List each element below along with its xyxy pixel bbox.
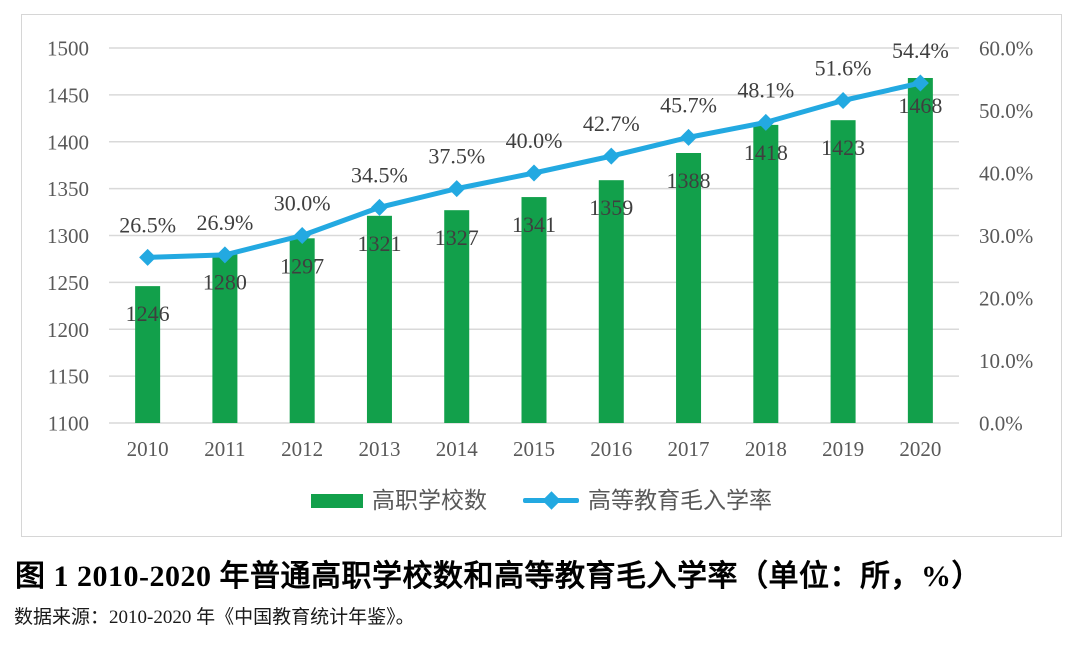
left-axis-tick: 1450 <box>47 83 89 107</box>
left-axis-tick: 1300 <box>47 224 89 248</box>
legend-diamond-marker-icon <box>542 491 561 510</box>
chart-area: 1500 1450 1400 1350 1300 1250 1200 1150 1100 60.0… <box>21 14 1062 537</box>
bar-value-label: 1468 <box>898 93 942 118</box>
bar <box>444 210 470 423</box>
left-axis-tick: 1400 <box>47 130 89 154</box>
line-marker-diamond <box>448 180 466 198</box>
bar <box>830 120 856 423</box>
legend-label-line-series: 高等教育毛入学率 <box>588 488 772 513</box>
x-axis-label: 2011 <box>204 437 245 461</box>
line-marker-diamond <box>525 164 543 182</box>
right-axis-tick: 30.0% <box>979 224 1033 248</box>
bar <box>676 153 702 423</box>
bar-value-label: 1246 <box>126 301 170 326</box>
bar-value-label: 1423 <box>821 135 865 160</box>
x-axis-label: 2020 <box>899 437 941 461</box>
chart-canvas: 1500 1450 1400 1350 1300 1250 1200 1150 1100 60.0… <box>47 37 1033 462</box>
line-value-label: 40.0% <box>506 128 563 153</box>
bar <box>753 124 779 423</box>
line-marker-diamond <box>216 246 234 264</box>
figure-title: 图 1 2010-2020 年普通高职学校数和高等教育毛入学率（单位：所，%） <box>15 560 982 593</box>
bar <box>289 238 315 423</box>
line-marker-diamond <box>834 92 852 109</box>
x-axis-label: 2013 <box>358 437 400 461</box>
bar <box>135 286 161 423</box>
bar-value-label: 1321 <box>357 231 401 256</box>
bar <box>212 254 238 423</box>
x-axis-label: 2014 <box>436 437 479 461</box>
bar-value-label: 1359 <box>589 195 633 220</box>
right-axis-tick: 10.0% <box>979 349 1033 373</box>
bar-series-swatch <box>311 493 363 508</box>
left-axis-tick: 1150 <box>48 365 89 389</box>
figure-source: 数据来源：2010-2020 年《中国教育统计年鉴》。 <box>14 607 415 628</box>
line-value-label: 37.5% <box>428 144 485 169</box>
line-value-label: 42.7% <box>583 111 640 136</box>
x-axis-label: 2015 <box>513 437 555 461</box>
line-value-label: 26.5% <box>119 212 176 237</box>
left-axis-tick: 1350 <box>47 177 89 201</box>
line-value-label: 34.5% <box>351 162 408 187</box>
x-axis-label: 2019 <box>822 437 864 461</box>
bar-value-label: 1388 <box>667 168 711 193</box>
line-value-label: 48.1% <box>737 77 794 102</box>
bar-value-label: 1280 <box>203 269 247 294</box>
right-axis-tick: 0.0% <box>979 412 1023 436</box>
x-axis-label: 2010 <box>127 437 169 461</box>
x-axis-label: 2017 <box>668 437 710 461</box>
line-marker-diamond <box>293 227 311 244</box>
line-value-label: 51.6% <box>815 56 872 81</box>
legend-item-line-series: 高等教育毛入学率 <box>523 489 772 512</box>
line-marker-diamond <box>602 147 620 165</box>
chart-legend: 高职学校数 高等教育毛入学率 <box>22 489 1061 512</box>
right-axis-tick: 60.0% <box>979 37 1033 61</box>
bar-value-label: 1341 <box>512 212 556 237</box>
line-value-label: 30.0% <box>274 191 331 216</box>
bar <box>366 215 392 423</box>
legend-item-bar-series: 高职学校数 <box>311 489 487 512</box>
line-marker-diamond <box>370 198 388 216</box>
line-series-swatch <box>523 491 579 510</box>
x-axis-label: 2018 <box>745 437 787 461</box>
left-axis-tick: 1100 <box>48 412 89 436</box>
bar <box>907 78 933 423</box>
right-axis-tick: 50.0% <box>979 99 1033 123</box>
bar <box>521 197 547 423</box>
line-marker-diamond <box>680 128 698 146</box>
left-axis-tick: 1250 <box>47 271 89 295</box>
bar-value-label: 1327 <box>435 225 479 250</box>
right-axis-tick: 40.0% <box>979 162 1033 186</box>
left-axis-tick: 1200 <box>47 318 89 342</box>
line-value-label: 54.4% <box>892 38 949 63</box>
bar <box>598 180 624 423</box>
line-marker-diamond <box>757 113 775 131</box>
bar-value-label: 1418 <box>744 140 788 165</box>
line-value-label: 45.7% <box>660 92 717 117</box>
legend-label-bar-series: 高职学校数 <box>372 488 487 513</box>
line-value-label: 26.9% <box>196 210 253 235</box>
right-axis-tick: 20.0% <box>979 287 1033 311</box>
x-axis-label: 2012 <box>281 437 323 461</box>
left-axis-tick: 1500 <box>47 37 89 61</box>
line-marker-diamond <box>911 74 929 92</box>
line-marker-diamond <box>139 248 157 266</box>
x-axis-label: 2016 <box>590 437 632 461</box>
bar-value-label: 1297 <box>280 253 324 278</box>
